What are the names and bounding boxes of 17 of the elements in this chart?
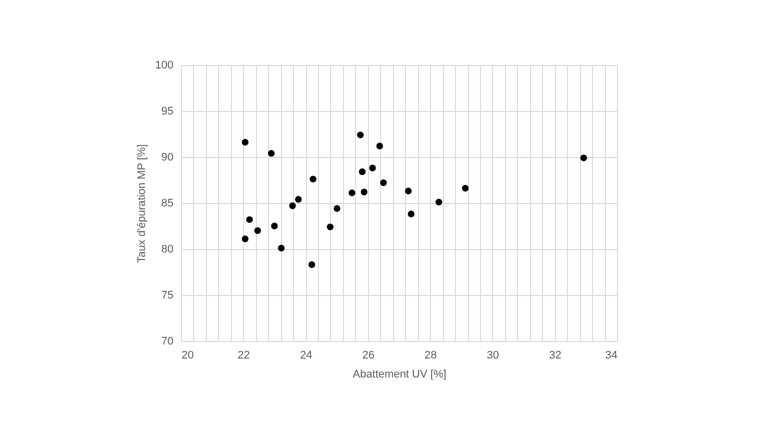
y-tick-label: 95 [161,106,174,118]
x-axis-title: Abattement UV [%] [352,368,446,380]
y-tick-label: 75 [161,290,174,302]
y-tick-label: 100 [155,60,174,72]
y-axis-title: Taux d'épuration MP [%] [136,144,148,263]
x-tick-label: 26 [362,350,374,362]
y-tick-label: 70 [161,336,174,348]
y-tick-label: 90 [161,152,174,164]
x-tick-label: 34 [605,350,618,362]
x-tick-label: 32 [549,350,562,362]
x-tick-label: 30 [486,350,500,362]
x-tick-label: 20 [182,350,194,362]
x-tick-label: 22 [238,350,250,362]
y-tick-label: 85 [161,198,174,210]
x-tick-label: 28 [424,350,437,362]
x-tick-label: 24 [300,350,312,362]
y-tick-label: 80 [161,244,174,256]
